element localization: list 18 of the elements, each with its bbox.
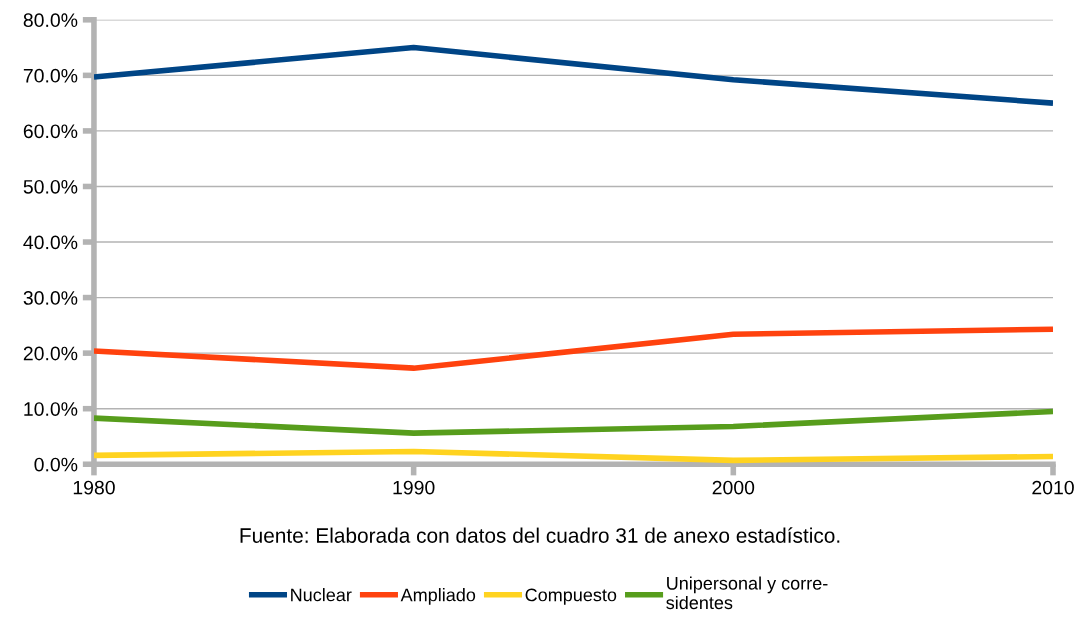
legend-label: Ampliado — [400, 588, 476, 605]
source-note: Fuente: Elaborada con datos del cuadro 31 de anexo estadístico. — [240, 527, 840, 543]
legend-label: Compuesto — [525, 588, 617, 605]
x-tick-label: 1980 — [73, 480, 115, 495]
y-tick-label: 60.0% — [23, 124, 78, 139]
y-tick-label: 70.0% — [23, 68, 78, 83]
y-tick-label: 0.0% — [34, 457, 78, 472]
y-tick-label: 10.0% — [24, 402, 78, 416]
legend-label: Unipersonal y corre- sidentes — [666, 576, 828, 610]
y-tick-label: 80.0% — [23, 13, 78, 28]
y-tick-label: 20.0% — [23, 346, 78, 361]
legend-label: Nuclear — [291, 588, 352, 602]
x-tick-label: 2010 — [1032, 480, 1074, 495]
y-tick-label: 30.0% — [23, 291, 78, 305]
x-tick-label: 1990 — [393, 480, 435, 495]
y-tick-label: 50.0% — [23, 179, 78, 194]
x-tick-label: 2000 — [712, 480, 755, 495]
y-tick-label: 40.0% — [23, 235, 78, 250]
